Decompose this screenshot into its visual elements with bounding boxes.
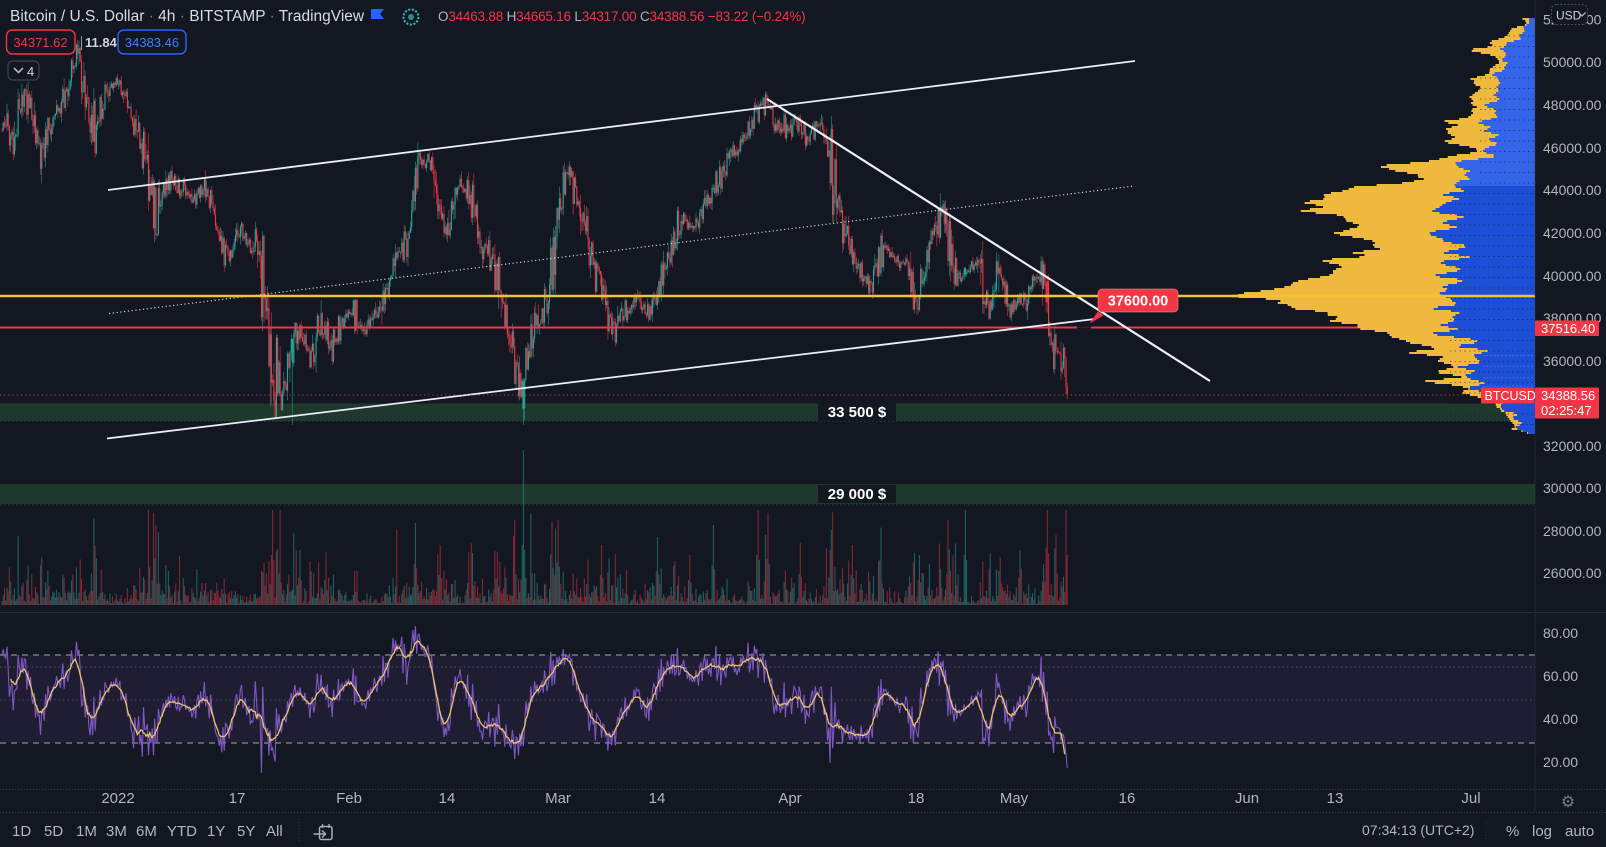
svg-text:All: All <box>266 823 283 840</box>
svg-text:33 500 $: 33 500 $ <box>828 404 887 421</box>
svg-text:YTD: YTD <box>167 823 197 840</box>
svg-text:6M: 6M <box>136 823 157 840</box>
svg-text:20.00: 20.00 <box>1543 754 1578 770</box>
svg-text:5D: 5D <box>44 823 63 840</box>
svg-text:1Y: 1Y <box>207 823 225 840</box>
svg-text:34388.56: 34388.56 <box>1541 388 1595 403</box>
svg-text:48000.00: 48000.00 <box>1543 97 1602 113</box>
svg-text:32000.00: 32000.00 <box>1543 438 1602 454</box>
svg-text:⚙: ⚙ <box>1561 794 1575 811</box>
svg-text:Apr: Apr <box>778 790 801 807</box>
svg-text:14: 14 <box>439 790 456 807</box>
svg-text:30000.00: 30000.00 <box>1543 480 1602 496</box>
svg-text:46000.00: 46000.00 <box>1543 140 1602 156</box>
svg-text:USD: USD <box>1556 9 1582 23</box>
svg-text:Mar: Mar <box>545 790 571 807</box>
svg-text:36000.00: 36000.00 <box>1543 353 1602 369</box>
svg-text:1D: 1D <box>12 823 31 840</box>
svg-text:18: 18 <box>908 790 925 807</box>
svg-text:16: 16 <box>1119 790 1136 807</box>
svg-text:Jul: Jul <box>1461 790 1480 807</box>
svg-text:May: May <box>1000 790 1029 807</box>
svg-text:44000.00: 44000.00 <box>1543 182 1602 198</box>
svg-text:37516.40: 37516.40 <box>1541 321 1595 336</box>
svg-text:17: 17 <box>229 790 246 807</box>
svg-text:O34463.88 H34665.16 L34317.00: O34463.88 H34665.16 L34317.00 C34388.56 … <box>438 9 805 24</box>
svg-text:02:25:47: 02:25:47 <box>1541 403 1592 418</box>
svg-text:80.00: 80.00 <box>1543 625 1578 641</box>
svg-text:34371.62: 34371.62 <box>13 35 67 50</box>
svg-text:Jun: Jun <box>1235 790 1259 807</box>
svg-text:5Y: 5Y <box>237 823 255 840</box>
svg-text:2022: 2022 <box>101 790 134 807</box>
svg-text:60.00: 60.00 <box>1543 668 1578 684</box>
svg-text:34383.46: 34383.46 <box>125 35 179 50</box>
svg-text:07:34:13 (UTC+2): 07:34:13 (UTC+2) <box>1362 822 1474 838</box>
svg-text:40000.00: 40000.00 <box>1543 268 1602 284</box>
svg-text:11.84: 11.84 <box>85 35 118 50</box>
svg-text:50000.00: 50000.00 <box>1543 54 1602 70</box>
svg-text:auto: auto <box>1565 823 1594 840</box>
svg-text:Feb: Feb <box>336 790 362 807</box>
svg-text:4: 4 <box>27 64 34 79</box>
svg-text:1M: 1M <box>76 823 97 840</box>
svg-text:26000.00: 26000.00 <box>1543 565 1602 581</box>
svg-text:14: 14 <box>649 790 666 807</box>
svg-text:BTCUSD: BTCUSD <box>1485 389 1536 403</box>
svg-text:42000.00: 42000.00 <box>1543 225 1602 241</box>
svg-text:40.00: 40.00 <box>1543 711 1578 727</box>
svg-text:3M: 3M <box>106 823 127 840</box>
svg-text:28000.00: 28000.00 <box>1543 523 1602 539</box>
svg-text:13: 13 <box>1327 790 1344 807</box>
svg-text:%: % <box>1506 823 1519 840</box>
svg-text:29 000 $: 29 000 $ <box>828 486 887 503</box>
svg-text:Bitcoin / U.S. Dollar · 4h · B: Bitcoin / U.S. Dollar · 4h · BITSTAMP · … <box>10 8 365 25</box>
svg-text:log: log <box>1532 823 1552 840</box>
svg-text:37600.00: 37600.00 <box>1108 294 1168 310</box>
